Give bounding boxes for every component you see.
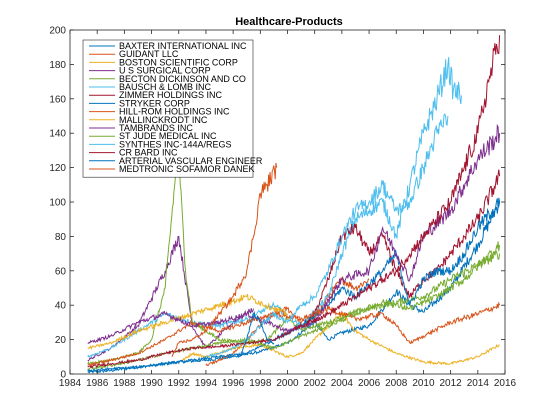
x-tick-label: 1984 xyxy=(59,378,82,389)
y-tick-label: 160 xyxy=(49,94,66,105)
series-line-9 xyxy=(87,293,288,350)
series-line-8 xyxy=(87,301,501,367)
y-tick-label: 60 xyxy=(55,266,67,277)
series-line-15 xyxy=(171,162,278,357)
legend-label-2: BOSTON SCIENTIFIC CORP xyxy=(119,57,238,67)
legend-label-6: ZIMMER HOLDINGS INC xyxy=(119,90,223,100)
chart-title: Healthcare-Products xyxy=(235,16,343,28)
x-tick-label: 2016 xyxy=(494,378,517,389)
y-tick-label: 200 xyxy=(49,26,66,37)
series-line-5 xyxy=(87,57,462,358)
x-tick-label: 1988 xyxy=(113,378,136,389)
x-tick-label: 2014 xyxy=(467,378,490,389)
legend-label-3: U S SURGICAL CORP xyxy=(119,66,211,76)
series-lines xyxy=(87,35,501,374)
y-tick-label: 0 xyxy=(60,370,66,381)
legend-label-8: HILL-ROM HOLDINGS INC xyxy=(119,107,230,117)
plot-area: 1984 1986 1988 1990 1992 1994 1996 1998 2000 2002… xyxy=(49,26,516,390)
legend-label-14: ARTERIAL VASCULAR ENGINEER xyxy=(119,156,263,166)
legend-label-11: ST JUDE MEDICAL INC xyxy=(119,131,217,141)
y-tick-label: 180 xyxy=(49,60,66,71)
y-tick-label: 140 xyxy=(49,129,66,140)
x-tick-label: 1998 xyxy=(249,378,272,389)
x-tick-label: 1986 xyxy=(86,378,109,389)
x-tick-label: 2010 xyxy=(412,378,435,389)
series-line-13 xyxy=(87,35,501,369)
legend-label-1: GUIDANT LLC xyxy=(119,49,179,59)
series-line-11 xyxy=(87,241,501,371)
legend-label-12: SYNTHES INC-144A/REGS xyxy=(119,139,232,149)
x-tick-label: 2006 xyxy=(358,378,381,389)
legend-label-0: BAXTER INTERNATIONAL INC xyxy=(119,41,247,51)
x-tick-label: 2002 xyxy=(304,378,327,389)
legend-label-9: MALLINCKRODT INC xyxy=(119,115,208,125)
x-tick-label: 1994 xyxy=(195,378,218,389)
y-tick-label: 80 xyxy=(55,232,67,243)
y-tick-label: 100 xyxy=(49,198,66,209)
legend-label-4: BECTON DICKINSON AND CO xyxy=(119,74,246,84)
series-line-7 xyxy=(87,197,501,373)
x-tick-label: 1992 xyxy=(168,378,191,389)
x-tick-label: 2008 xyxy=(385,378,408,389)
series-line-14 xyxy=(239,310,275,358)
legend-label-10: TAMBRANDS INC xyxy=(119,123,193,133)
x-tick-label: 1996 xyxy=(222,378,245,389)
series-line-4 xyxy=(87,158,501,366)
y-tick-label: 40 xyxy=(55,301,67,312)
y-tick-label: 120 xyxy=(49,163,66,174)
y-tick-label: 20 xyxy=(55,335,67,346)
x-tick-label: 2012 xyxy=(440,378,463,389)
x-tick-label: 1990 xyxy=(140,378,163,389)
x-tick-label: 2000 xyxy=(276,378,299,389)
legend-label-7: STRYKER CORP xyxy=(119,98,190,108)
legend-label-15: MEDTRONIC SOFAMOR DANEK xyxy=(119,164,255,174)
x-tick-label: 2004 xyxy=(331,378,354,389)
legend-label-5: BAUSCH & LOMB INC xyxy=(119,82,212,92)
legend-label-13: CR BARD INC xyxy=(119,148,178,158)
